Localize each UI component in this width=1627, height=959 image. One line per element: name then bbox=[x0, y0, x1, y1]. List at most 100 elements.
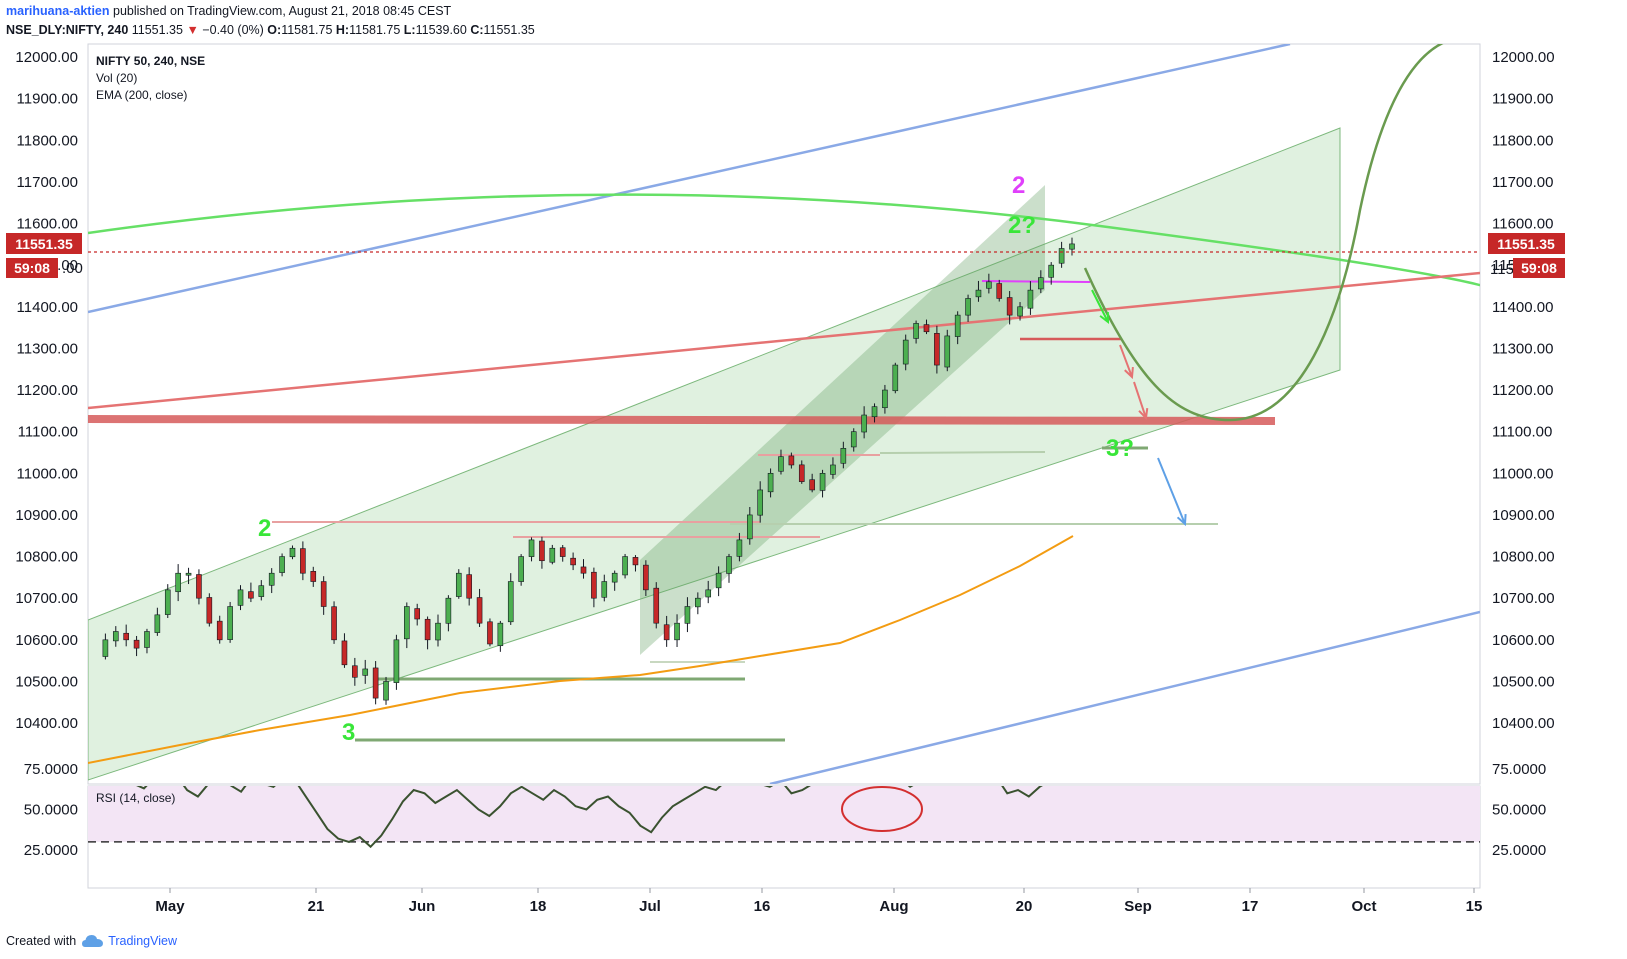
candle-body[interactable] bbox=[1058, 248, 1065, 264]
candle-body[interactable] bbox=[591, 571, 597, 599]
candle-body[interactable] bbox=[518, 556, 524, 582]
candle-body[interactable] bbox=[934, 333, 940, 366]
candle-body[interactable] bbox=[341, 640, 348, 666]
candle-body[interactable] bbox=[767, 472, 774, 493]
candle-body[interactable] bbox=[861, 414, 867, 433]
candle-body[interactable] bbox=[1017, 306, 1023, 317]
candle-body[interactable] bbox=[445, 597, 452, 624]
candle-body[interactable] bbox=[414, 608, 421, 620]
candle-body[interactable] bbox=[320, 581, 327, 607]
candle-body[interactable] bbox=[892, 364, 899, 392]
candle-body[interactable] bbox=[778, 456, 784, 472]
candle-body[interactable] bbox=[216, 620, 223, 641]
candle-body[interactable] bbox=[144, 631, 150, 648]
legend-ema: EMA (200, close) bbox=[96, 88, 187, 102]
candle-body[interactable] bbox=[830, 464, 836, 475]
candle-body[interactable] bbox=[331, 606, 337, 641]
candle-body[interactable] bbox=[757, 489, 763, 516]
candle-body[interactable] bbox=[736, 539, 743, 557]
candle-body[interactable] bbox=[497, 622, 504, 647]
candle-body[interactable] bbox=[632, 557, 639, 566]
candle-body[interactable] bbox=[580, 566, 587, 574]
candle-body[interactable] bbox=[798, 464, 805, 482]
candle-body[interactable] bbox=[975, 289, 982, 298]
candle-body[interactable] bbox=[986, 281, 992, 289]
candle-body[interactable] bbox=[227, 606, 233, 640]
candle-body[interactable] bbox=[559, 547, 566, 557]
candle-body[interactable] bbox=[196, 574, 202, 599]
candle-body[interactable] bbox=[746, 514, 753, 540]
candle-body[interactable] bbox=[154, 614, 161, 633]
candle-body[interactable] bbox=[1069, 243, 1075, 250]
candle-body[interactable] bbox=[435, 622, 441, 641]
candle-body[interactable] bbox=[476, 597, 483, 624]
candle-body[interactable] bbox=[372, 667, 379, 699]
candle-body[interactable] bbox=[528, 539, 535, 557]
candle-body[interactable] bbox=[653, 587, 660, 624]
candle-body[interactable] bbox=[965, 298, 971, 316]
candle-body[interactable] bbox=[258, 585, 265, 597]
candle-body[interactable] bbox=[539, 540, 545, 562]
candle-body[interactable] bbox=[1048, 264, 1055, 278]
candle-body[interactable] bbox=[112, 631, 119, 642]
candle-body[interactable] bbox=[726, 556, 732, 574]
candle-body[interactable] bbox=[362, 668, 369, 676]
candle-body[interactable] bbox=[185, 572, 192, 576]
candle-body[interactable] bbox=[663, 624, 670, 641]
candle-body[interactable] bbox=[404, 606, 410, 640]
candle-body[interactable] bbox=[913, 323, 919, 339]
y-tick-right: 11200.00 bbox=[1492, 382, 1553, 399]
candle-body[interactable] bbox=[289, 547, 296, 558]
candle-body[interactable] bbox=[570, 557, 576, 566]
candle-body[interactable] bbox=[279, 556, 285, 573]
candle-body[interactable] bbox=[383, 681, 389, 701]
candle-body[interactable] bbox=[622, 556, 628, 576]
candle-body[interactable] bbox=[237, 589, 244, 606]
candle-body[interactable] bbox=[310, 571, 317, 582]
candle-body[interactable] bbox=[882, 389, 888, 409]
candle-body[interactable] bbox=[788, 455, 795, 466]
candle-body[interactable] bbox=[123, 632, 129, 641]
candle-body[interactable] bbox=[695, 597, 701, 608]
candle-body[interactable] bbox=[944, 335, 951, 368]
candle-body[interactable] bbox=[684, 606, 691, 624]
main-pane[interactable] bbox=[87, 43, 1481, 785]
candle-body[interactable] bbox=[611, 572, 618, 583]
candle-body[interactable] bbox=[1006, 297, 1013, 316]
candle-body[interactable] bbox=[923, 324, 930, 333]
candle-body[interactable] bbox=[1027, 289, 1034, 309]
candle-body[interactable] bbox=[424, 618, 431, 641]
candle-body[interactable] bbox=[715, 572, 722, 589]
candle-body[interactable] bbox=[133, 639, 140, 649]
candle-body[interactable] bbox=[840, 448, 847, 464]
candle-body[interactable] bbox=[902, 339, 909, 365]
candle-body[interactable] bbox=[850, 431, 857, 448]
candle-body[interactable] bbox=[996, 283, 1003, 299]
candle-body[interactable] bbox=[809, 479, 815, 491]
candle-body[interactable] bbox=[507, 581, 514, 623]
candle-body[interactable] bbox=[705, 589, 712, 598]
candle-body[interactable] bbox=[102, 639, 109, 657]
candle-body[interactable] bbox=[601, 581, 608, 598]
candle-body[interactable] bbox=[819, 472, 826, 491]
candle-body[interactable] bbox=[268, 572, 275, 586]
candle-body[interactable] bbox=[549, 547, 556, 563]
candle-body[interactable] bbox=[674, 622, 680, 641]
tradingview-link[interactable]: TradingView bbox=[82, 934, 177, 948]
candle-body[interactable] bbox=[1038, 277, 1044, 290]
candle-body[interactable] bbox=[871, 406, 878, 418]
candle-body[interactable] bbox=[487, 621, 493, 645]
candle-body[interactable] bbox=[206, 597, 213, 624]
candle-body[interactable] bbox=[393, 639, 400, 683]
candle-body[interactable] bbox=[175, 572, 181, 593]
candle-body[interactable] bbox=[164, 589, 171, 615]
candle-body[interactable] bbox=[466, 574, 472, 599]
candle-body[interactable] bbox=[954, 314, 961, 337]
candle-body[interactable] bbox=[643, 564, 649, 591]
candle-body[interactable] bbox=[300, 548, 306, 574]
author-link[interactable]: marihuana-aktien bbox=[6, 4, 110, 18]
candle-body[interactable] bbox=[455, 572, 462, 597]
candle-body[interactable] bbox=[352, 665, 358, 678]
candle-body[interactable] bbox=[248, 591, 254, 599]
